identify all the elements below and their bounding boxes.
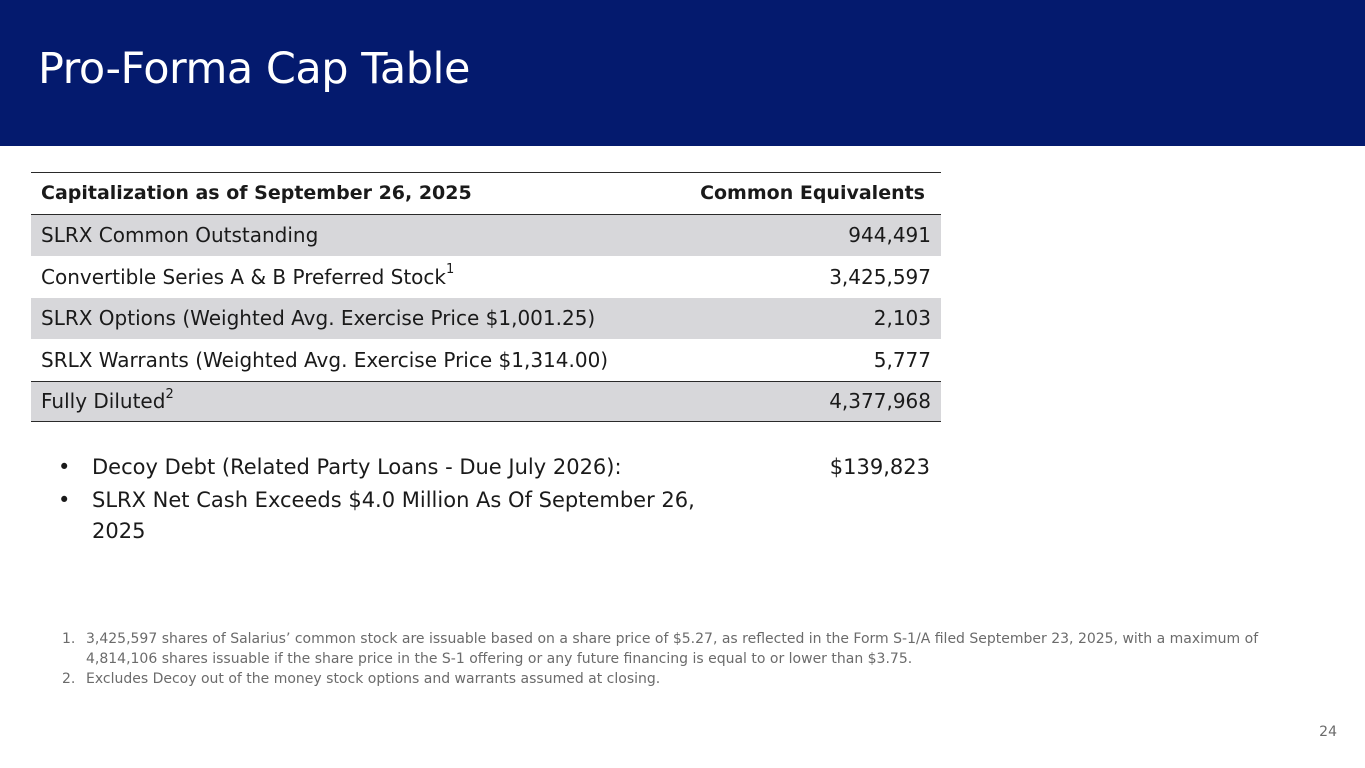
row-label: SLRX Common Outstanding [41, 223, 319, 248]
footnote-ref: 1 [446, 262, 455, 278]
total-label: Fully Diluted2 [41, 386, 174, 414]
bullet-list: • Decoy Debt (Related Party Loans - Due … [58, 452, 938, 549]
bullet-glyph: • [58, 488, 71, 512]
bullet-glyph: • [58, 455, 71, 479]
row-value: 5,777 [873, 347, 931, 372]
list-item: • Decoy Debt (Related Party Loans - Due … [58, 452, 938, 483]
cap-table: Capitalization as of September 26, 2025 … [31, 172, 941, 422]
bullet-value: $139,823 [829, 455, 930, 479]
list-item: • SLRX Net Cash Exceeds $4.0 Million As … [58, 485, 938, 547]
table-row: SRLX Warrants (Weighted Avg. Exercise Pr… [31, 339, 941, 381]
table-row: SLRX Options (Weighted Avg. Exercise Pri… [31, 297, 941, 339]
footnote: 2. Excludes Decoy out of the money stock… [62, 669, 1312, 689]
footnote-number: 1. [62, 631, 76, 647]
bullet-text: Decoy Debt (Related Party Loans - Due Ju… [92, 455, 622, 479]
footnote-ref: 2 [165, 386, 174, 402]
table-total-row: Fully Diluted2 4,377,968 [31, 380, 941, 422]
total-value: 4,377,968 [829, 389, 931, 414]
column-header-common-equivalents: Common Equivalents [700, 182, 925, 205]
page-number: 24 [1319, 724, 1337, 740]
header-bar: Pro-Forma Cap Table [0, 0, 1365, 146]
footnote-text: Excludes Decoy out of the money stock op… [86, 671, 661, 687]
row-value: 3,425,597 [829, 264, 931, 289]
table-header-row: Capitalization as of September 26, 2025 … [31, 173, 941, 215]
table-row: Convertible Series A & B Preferred Stock… [31, 256, 941, 298]
column-header-capitalization: Capitalization as of September 26, 2025 [41, 182, 472, 205]
row-value: 2,103 [873, 306, 931, 331]
table-row: SLRX Common Outstanding 944,491 [31, 214, 941, 256]
row-label: SRLX Warrants (Weighted Avg. Exercise Pr… [41, 347, 609, 372]
row-value: 944,491 [848, 223, 931, 248]
row-label: SLRX Options (Weighted Avg. Exercise Pri… [41, 306, 596, 331]
bullet-text: SLRX Net Cash Exceeds $4.0 Million As Of… [92, 488, 695, 543]
page-title: Pro-Forma Cap Table [38, 44, 470, 94]
footnotes: 1. 3,425,597 shares of Salarius’ common … [62, 629, 1312, 689]
footnote: 1. 3,425,597 shares of Salarius’ common … [62, 629, 1312, 669]
footnote-text: 3,425,597 shares of Salarius’ common sto… [86, 631, 1259, 667]
row-label: Convertible Series A & B Preferred Stock… [41, 262, 455, 289]
footnote-number: 2. [62, 671, 76, 687]
